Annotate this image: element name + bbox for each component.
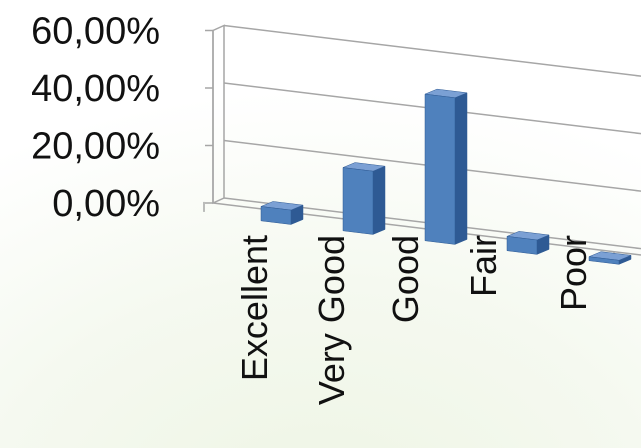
y-tick-label: 40,00% bbox=[31, 68, 160, 110]
bar bbox=[342, 162, 386, 235]
category-label: Excellent bbox=[234, 235, 275, 381]
bar-front-face bbox=[506, 236, 538, 255]
bar-side-face bbox=[454, 92, 468, 245]
y-tick-label: 60,00% bbox=[31, 11, 160, 53]
category-label: Very Good bbox=[311, 235, 352, 405]
y-tick-label: 20,00% bbox=[31, 126, 160, 168]
bar-front-face bbox=[342, 167, 374, 235]
y-axis-tick-labels: 0,00% 20,00% 40,00% 60,00% bbox=[31, 11, 160, 226]
gridline bbox=[223, 24, 641, 77]
bars bbox=[260, 88, 632, 265]
category-label: Good bbox=[385, 235, 426, 323]
x-axis-category-labels: Excellent Very Good Good Fair Poor bbox=[234, 235, 594, 405]
bar bbox=[260, 201, 304, 225]
bar bbox=[588, 251, 632, 265]
bar-front-face bbox=[260, 206, 292, 225]
category-label: Poor bbox=[553, 235, 594, 311]
bar bbox=[424, 88, 468, 245]
bar-front-face bbox=[588, 256, 620, 265]
bar-side-face bbox=[372, 165, 386, 235]
bar bbox=[506, 231, 550, 255]
bar-front-face bbox=[424, 93, 456, 245]
category-label: Fair bbox=[463, 235, 504, 297]
y-tick-label: 0,00% bbox=[52, 183, 160, 225]
